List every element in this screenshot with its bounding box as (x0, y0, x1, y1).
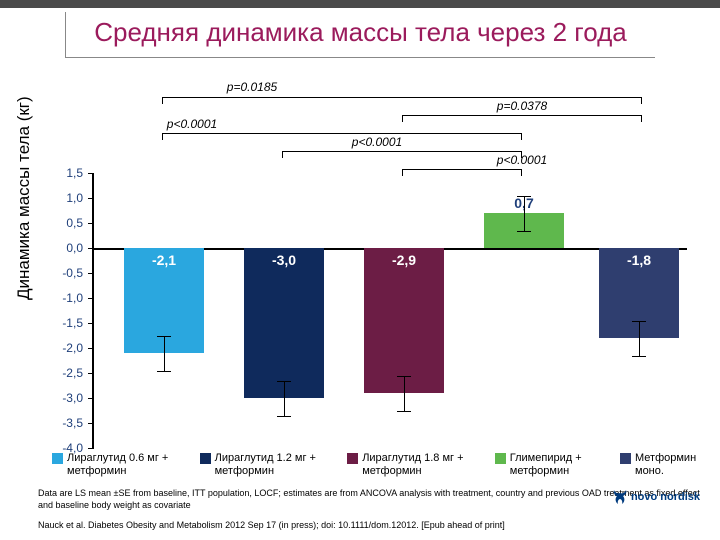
error-cap (277, 416, 291, 417)
y-tick-label: -2,5 (62, 366, 83, 380)
error-bar (284, 381, 285, 416)
pvalue-brackets: p=0.0185 p=0.0378 p<0.0001 p<0.0001 p<0.… (122, 95, 682, 173)
y-tick-label: -0,5 (62, 266, 83, 280)
y-tick (88, 448, 94, 449)
legend-swatch (620, 453, 631, 464)
y-tick-label: -3,5 (62, 416, 83, 430)
pval-5: p<0.0001 (497, 153, 547, 167)
error-bar (164, 336, 165, 371)
header-bar (0, 0, 720, 8)
legend-item: Лираглутид 1.8 мг + метформин (347, 452, 483, 477)
p5-bracket (402, 169, 522, 170)
bull-icon (612, 488, 628, 506)
legend-label: Лираглутид 0.6 мг + метформин (67, 452, 188, 477)
y-tick (88, 348, 94, 349)
legend-label: Метформин моно. (635, 452, 702, 477)
legend-label: Лираглутид 1.8 мг + метформин (362, 452, 483, 477)
bar-value-label: -3,0 (244, 252, 324, 268)
y-tick (88, 373, 94, 374)
pval-3: p<0.0001 (167, 117, 217, 131)
legend-item: Метформин моно. (620, 452, 702, 477)
error-bar (524, 196, 525, 231)
y-tick (88, 323, 94, 324)
error-cap (632, 356, 646, 357)
legend-label: Лираглутид 1.2 мг + метформин (215, 452, 336, 477)
y-axis-label: Динамика массы тела (кг) (14, 96, 34, 300)
legend-label: Глимепирид + метформин (510, 452, 608, 477)
y-tick-label: -1,5 (62, 316, 83, 330)
footnote-1: Data are LS mean ±SE from baseline, ITT … (38, 488, 700, 511)
y-tick (88, 198, 94, 199)
y-tick-label: -3,0 (62, 391, 83, 405)
legend-item: Лираглутид 1.2 мг + метформин (200, 452, 336, 477)
pval-4: p<0.0001 (352, 135, 402, 149)
legend-swatch (495, 453, 506, 464)
legend-swatch (347, 453, 358, 464)
legend-swatch (200, 453, 211, 464)
error-cap (632, 321, 646, 322)
logo-text: novo nordisk (631, 491, 700, 503)
error-cap (397, 411, 411, 412)
novo-nordisk-logo: novo nordisk (612, 488, 700, 506)
error-bar (639, 321, 640, 356)
bar-chart: -4,0-3,5-3,0-2,5-2,0-1,5-1,0-0,50,00,51,… (92, 173, 687, 448)
y-tick-label: 1,5 (66, 166, 83, 180)
legend: Лираглутид 0.6 мг + метформин Лираглутид … (52, 452, 702, 477)
footnote-2: Nauck et al. Diabetes Obesity and Metabo… (38, 520, 700, 532)
y-tick (88, 223, 94, 224)
y-tick-label: 0,0 (66, 241, 83, 255)
y-tick (88, 173, 94, 174)
error-bar (404, 376, 405, 411)
error-cap (157, 336, 171, 337)
pval-1: p=0.0185 (227, 80, 277, 94)
y-tick (88, 398, 94, 399)
chart-title: Средняя динамика массы тела через 2 года (74, 18, 647, 47)
pval-2: p=0.0378 (497, 99, 547, 113)
y-tick-label: 0,5 (66, 216, 83, 230)
title-container: Средняя динамика массы тела через 2 года (65, 12, 655, 58)
error-cap (517, 231, 531, 232)
y-tick (88, 248, 94, 249)
error-cap (157, 371, 171, 372)
bar-value-label: -1,8 (599, 252, 679, 268)
error-cap (277, 381, 291, 382)
y-tick-label: 1,0 (66, 191, 83, 205)
error-cap (517, 196, 531, 197)
p3-bracket (162, 133, 522, 134)
bar (364, 248, 444, 393)
y-tick (88, 298, 94, 299)
legend-item: Лираглутид 0.6 мг + метформин (52, 452, 188, 477)
y-tick (88, 423, 94, 424)
error-cap (397, 376, 411, 377)
bar-value-label: -2,9 (364, 252, 444, 268)
y-tick (88, 273, 94, 274)
p4-bracket (282, 151, 522, 152)
bar (244, 248, 324, 398)
bar-value-label: -2,1 (124, 252, 204, 268)
p2-bracket (402, 115, 642, 116)
legend-swatch (52, 453, 63, 464)
p1-bracket (162, 97, 642, 98)
y-tick-label: -2,0 (62, 341, 83, 355)
y-tick-label: -1,0 (62, 291, 83, 305)
legend-item: Глимепирид + метформин (495, 452, 608, 477)
